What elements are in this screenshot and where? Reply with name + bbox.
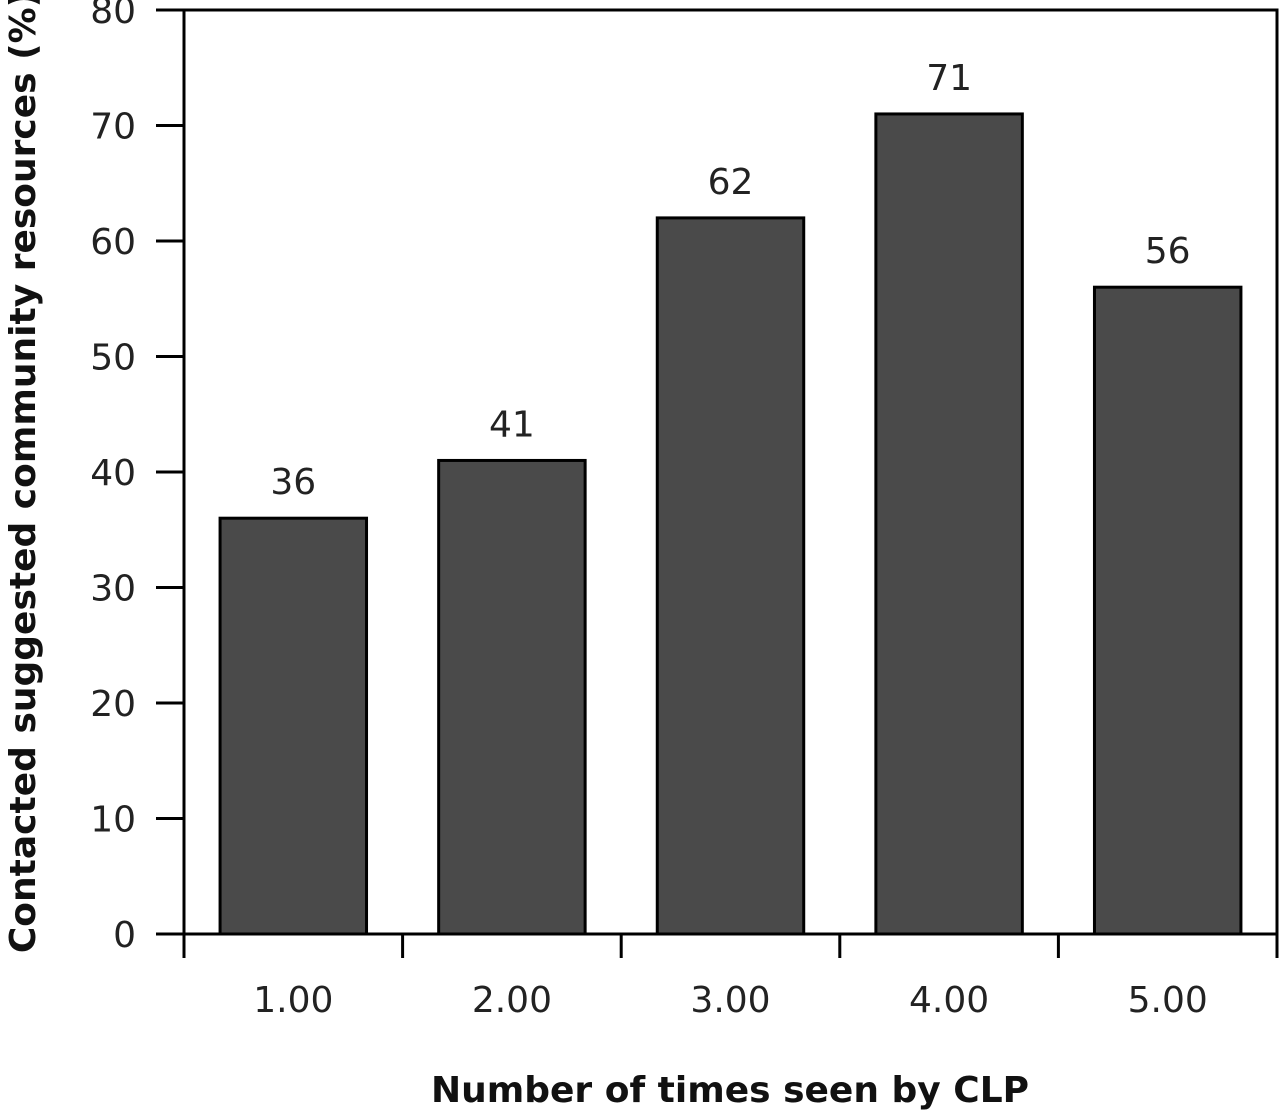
y-tick-label-30: 30 [90, 569, 136, 610]
y-axis: 0 10 20 30 40 50 60 70 80 [90, 0, 1279, 956]
data-label-3: 62 [708, 162, 754, 203]
data-label-4: 71 [926, 58, 972, 99]
x-tick-label-4: 4.00 [909, 980, 989, 1021]
y-tick-label-40: 40 [90, 453, 136, 494]
x-tick-label-2: 2.00 [472, 980, 552, 1021]
x-tick-label-1: 1.00 [253, 980, 333, 1021]
y-tick-label-70: 70 [90, 107, 136, 148]
data-label-5: 56 [1145, 231, 1191, 272]
x-tick-label-5: 5.00 [1128, 980, 1208, 1021]
data-label-1: 36 [270, 462, 316, 503]
data-label-2: 41 [489, 404, 535, 445]
x-tick-label-3: 3.00 [690, 980, 770, 1021]
data-labels-group: 36 41 62 71 56 [270, 58, 1190, 503]
x-axis-title: Number of times seen by CLP [431, 1070, 1029, 1111]
bar-3 [655, 216, 806, 936]
y-tick-label-10: 10 [90, 800, 136, 841]
bar-4 [874, 112, 1024, 936]
y-tick-label-0: 0 [113, 915, 136, 956]
bar-2 [437, 458, 587, 936]
bars-group [218, 112, 1243, 936]
y-axis-title: Contacted suggested community resources … [3, 0, 44, 953]
bar-1 [218, 516, 369, 936]
bar-5 [1092, 285, 1243, 936]
y-tick-label-20: 20 [90, 684, 136, 725]
y-tick-label-80: 80 [90, 0, 136, 32]
y-tick-label-60: 60 [90, 222, 136, 263]
x-axis: 1.00 2.00 3.00 4.00 5.00 [182, 934, 1279, 1021]
y-tick-label-50: 50 [90, 338, 136, 379]
